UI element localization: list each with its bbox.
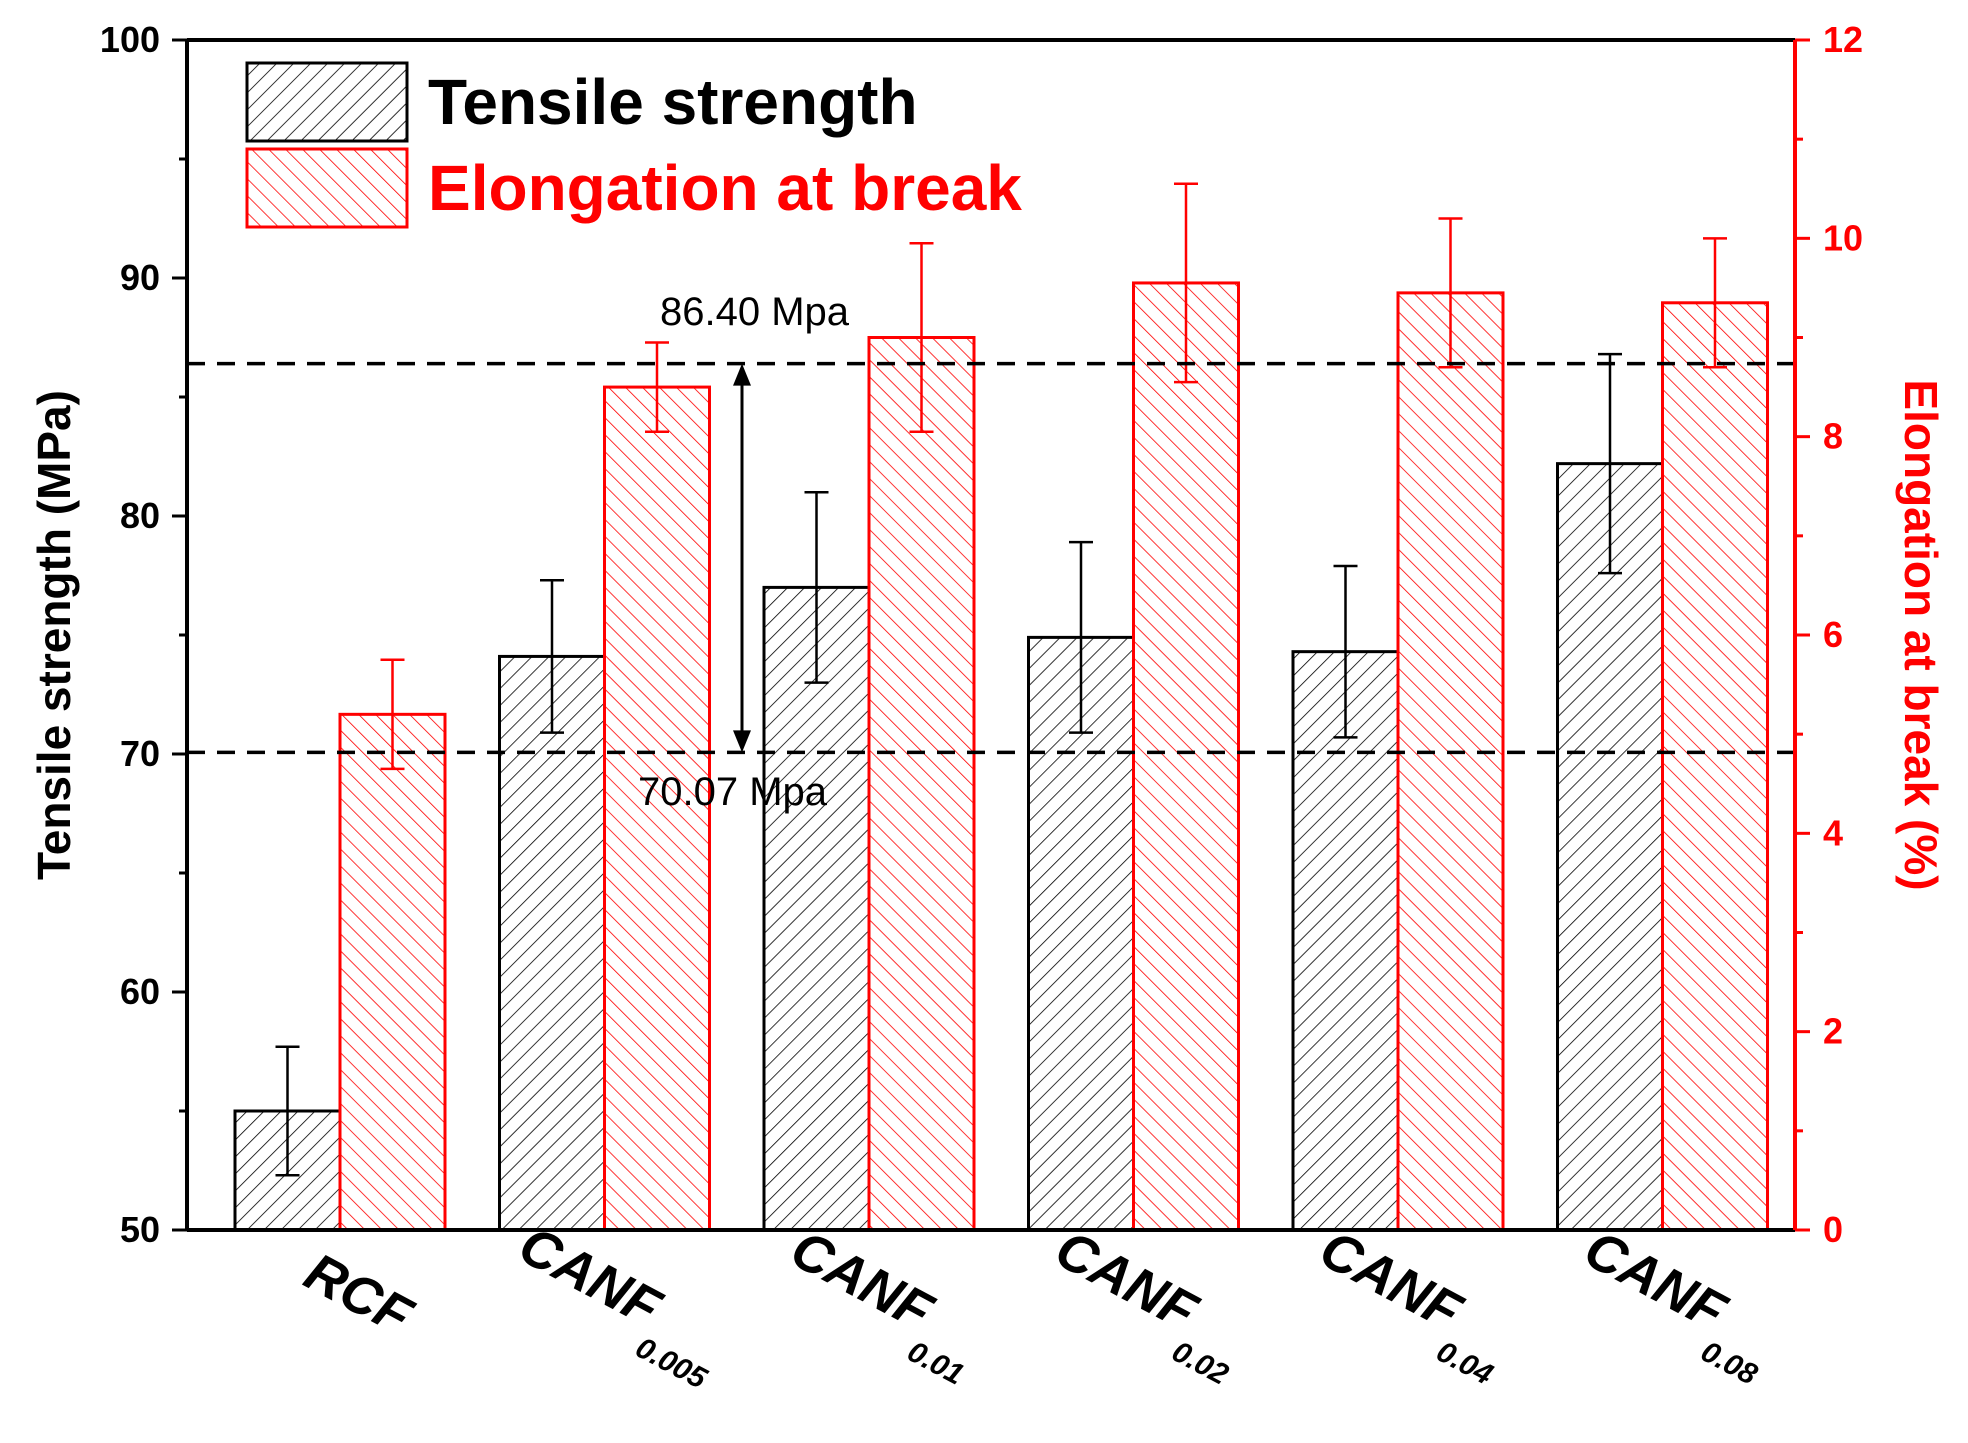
bar-elongation-3 bbox=[1132, 281, 1240, 1232]
bar-tensile-5 bbox=[1556, 462, 1664, 1232]
axis-ticks-layer: 50 60 70 80 90 100 0 2 4 6 8 10 12 bbox=[100, 19, 1863, 1250]
x-tick-subscript-4: 0.04 bbox=[1431, 1335, 1498, 1392]
left-tick-label-5: 100 bbox=[100, 19, 160, 60]
bar-elongation-1 bbox=[603, 385, 711, 1232]
x-tick-label-0: RCF bbox=[295, 1242, 423, 1348]
x-tick-label-4: CANF0.04 bbox=[1299, 1219, 1523, 1392]
right-axis-title: Elongation at break (%) bbox=[1895, 379, 1947, 890]
left-tick-label-1: 60 bbox=[120, 971, 160, 1012]
right-tick-label-4: 8 bbox=[1823, 416, 1843, 457]
legend-swatch-elongation bbox=[245, 147, 409, 229]
x-axis-labels: RCF CANF0.005CANF0.01CANF0.02CANF0.04CANF… bbox=[295, 1215, 1787, 1396]
legend-label-tensile: Tensile strength bbox=[428, 66, 918, 138]
error-bars-layer bbox=[275, 182, 1727, 1177]
x-tick-label-2: CANF0.01 bbox=[770, 1219, 994, 1392]
left-tick-label-2: 70 bbox=[120, 733, 160, 774]
x-tick-subscript-5: 0.08 bbox=[1696, 1335, 1763, 1392]
x-tick-label-5: CANF0.08 bbox=[1563, 1219, 1787, 1392]
arrow-head-bottom bbox=[733, 730, 751, 753]
ref-label-lower: 70.07 Mpa bbox=[638, 770, 828, 814]
right-tick-label-3: 6 bbox=[1823, 614, 1843, 655]
left-tick-label-0: 50 bbox=[120, 1209, 160, 1250]
right-tick-label-5: 10 bbox=[1823, 217, 1863, 258]
x-tick-subscript-3: 0.02 bbox=[1167, 1335, 1234, 1392]
right-tick-label-2: 4 bbox=[1823, 812, 1843, 853]
x-tick-subscript-2: 0.01 bbox=[902, 1335, 969, 1392]
bar-elongation-4 bbox=[1396, 291, 1505, 1232]
arrow-head-top bbox=[733, 363, 751, 386]
bar-elongation-0 bbox=[338, 712, 447, 1232]
ref-label-upper: 86.40 Mpa bbox=[660, 290, 850, 334]
x-tick-subscript-1: 0.005 bbox=[630, 1331, 713, 1396]
right-tick-label-1: 2 bbox=[1823, 1011, 1843, 1052]
range-arrow bbox=[733, 363, 751, 753]
left-axis-title: Tensile strength (MPa) bbox=[28, 390, 80, 880]
reference-lines-layer bbox=[187, 361, 1795, 755]
bar-tensile-1 bbox=[498, 654, 606, 1232]
x-tick-label-1: CANF0.005 bbox=[498, 1215, 738, 1396]
right-tick-label-0: 0 bbox=[1823, 1209, 1843, 1250]
legend: Tensile strength Elongation at break bbox=[245, 61, 1022, 229]
legend-swatch-tensile bbox=[245, 61, 409, 143]
left-tick-label-4: 90 bbox=[120, 257, 160, 298]
right-tick-label-6: 12 bbox=[1823, 19, 1863, 60]
x-tick-label-3: CANF0.02 bbox=[1034, 1219, 1258, 1392]
bar-elongation-5 bbox=[1661, 301, 1769, 1232]
bars-layer bbox=[233, 281, 1769, 1232]
legend-label-elongation: Elongation at break bbox=[428, 152, 1022, 224]
bar-elongation-2 bbox=[867, 336, 976, 1232]
left-tick-label-3: 80 bbox=[120, 495, 160, 536]
